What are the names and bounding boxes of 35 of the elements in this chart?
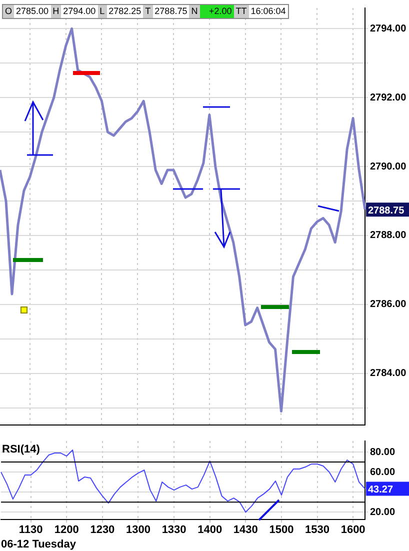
- x-tick-label: 1400: [198, 524, 222, 536]
- y-tick-label: 60.00: [370, 466, 396, 478]
- annotation: L: [98, 5, 106, 18]
- x-tick-label: 1500: [269, 524, 294, 536]
- annotation: O: [4, 5, 14, 18]
- annotation: 16:06:04: [248, 5, 288, 18]
- y-tick-label: 2792.00: [370, 92, 407, 104]
- annotation: TT: [234, 5, 248, 18]
- y-tick-label: 2786.00: [370, 299, 407, 310]
- x-tick-label: 1600: [340, 524, 366, 536]
- annotation: 2785.00: [14, 5, 51, 18]
- x-tick-label: 1300: [126, 524, 150, 536]
- x-axis-title: 06-12 Tuesday: [1, 538, 77, 550]
- y-tick-label: 2794.00: [370, 23, 407, 34]
- annotation: 2794.00: [61, 5, 98, 18]
- x-tick-label: 1200: [54, 524, 79, 536]
- x-tick-label: 1330: [162, 524, 186, 536]
- x-tick-label: 1130: [18, 524, 43, 536]
- text: 2788.75: [368, 205, 405, 216]
- chart-title: RSI(14): [2, 444, 40, 456]
- y-tick-label: 2790.00: [370, 161, 407, 172]
- x-tick-label: 1430: [233, 524, 258, 536]
- annotation: H: [52, 5, 60, 18]
- y-tick-label: 2788.00: [370, 230, 407, 242]
- y-tick-label: 2784.00: [370, 368, 407, 380]
- annotation: T: [144, 5, 152, 18]
- annotation: 2782.25: [106, 5, 144, 18]
- annotation: +2.00: [200, 5, 234, 18]
- y-tick-label: 80.00: [370, 446, 396, 458]
- text: 43.27: [368, 484, 394, 496]
- x-tick-label: 1230: [90, 524, 115, 536]
- y-tick-label: 20.00: [370, 506, 396, 518]
- annotation: 2788.75: [152, 5, 190, 18]
- x-tick-label: 1530: [305, 524, 330, 536]
- annotation: N: [190, 5, 199, 18]
